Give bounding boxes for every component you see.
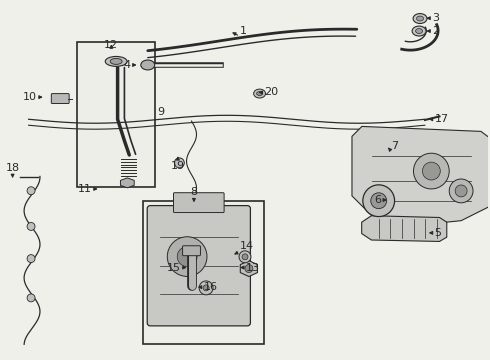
Polygon shape: [240, 261, 257, 276]
Text: 14: 14: [240, 242, 254, 251]
Circle shape: [174, 158, 184, 168]
FancyBboxPatch shape: [173, 193, 224, 212]
Circle shape: [27, 222, 35, 230]
Text: 18: 18: [5, 163, 20, 173]
Text: 16: 16: [204, 282, 218, 292]
Ellipse shape: [416, 28, 422, 33]
Circle shape: [422, 162, 441, 180]
Text: 10: 10: [23, 92, 37, 102]
Circle shape: [27, 187, 35, 195]
Circle shape: [27, 255, 35, 262]
FancyBboxPatch shape: [147, 206, 250, 326]
Text: 3: 3: [432, 13, 439, 23]
Text: 9: 9: [157, 107, 165, 117]
Ellipse shape: [105, 57, 127, 66]
Circle shape: [177, 247, 197, 266]
Bar: [77, 42, 155, 187]
Ellipse shape: [110, 58, 122, 64]
Ellipse shape: [412, 26, 426, 36]
FancyBboxPatch shape: [183, 246, 200, 256]
Polygon shape: [352, 126, 490, 226]
Text: 6: 6: [374, 195, 381, 205]
Polygon shape: [121, 178, 134, 188]
Text: 4: 4: [123, 60, 131, 70]
Circle shape: [199, 281, 213, 295]
Ellipse shape: [254, 89, 266, 98]
Text: 19: 19: [171, 161, 185, 171]
Circle shape: [242, 254, 248, 260]
Text: 2: 2: [432, 26, 440, 36]
Text: 5: 5: [435, 228, 441, 238]
Text: 15: 15: [167, 262, 181, 273]
Circle shape: [449, 179, 473, 203]
Circle shape: [203, 285, 209, 291]
Text: 11: 11: [78, 184, 92, 194]
Ellipse shape: [416, 16, 423, 21]
Circle shape: [414, 153, 449, 189]
Circle shape: [455, 185, 467, 197]
Polygon shape: [362, 216, 447, 242]
Circle shape: [239, 251, 251, 263]
Bar: [143, 202, 265, 344]
Text: 17: 17: [435, 114, 449, 124]
FancyBboxPatch shape: [51, 94, 69, 104]
Circle shape: [363, 185, 394, 217]
Text: 12: 12: [104, 40, 119, 50]
Text: 8: 8: [191, 187, 197, 197]
Text: 13: 13: [246, 262, 260, 273]
Circle shape: [245, 265, 253, 273]
Text: 7: 7: [391, 141, 398, 151]
Ellipse shape: [141, 60, 155, 70]
Text: 1: 1: [240, 26, 247, 36]
Ellipse shape: [257, 91, 263, 95]
Circle shape: [371, 193, 387, 209]
Ellipse shape: [413, 14, 427, 23]
Circle shape: [27, 294, 35, 302]
Circle shape: [167, 237, 207, 276]
Text: 20: 20: [265, 87, 279, 98]
